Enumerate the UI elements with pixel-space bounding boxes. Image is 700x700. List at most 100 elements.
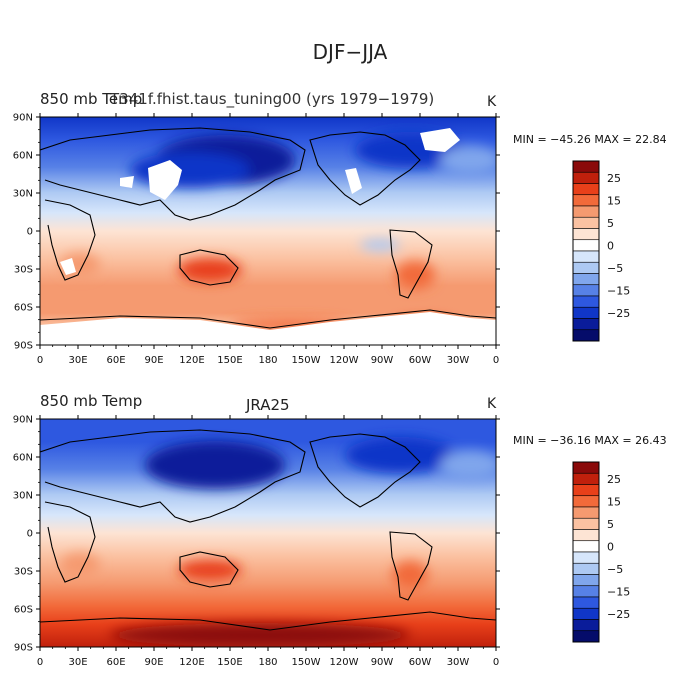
figure-title: DJF−JJA bbox=[312, 40, 388, 64]
lat-label: 30N bbox=[13, 491, 33, 502]
colorbar-swatch bbox=[572, 160, 600, 173]
lon-label: 90E bbox=[144, 355, 163, 366]
panel2-left-title: 850 mb Temp bbox=[40, 392, 143, 410]
lon-label: 60W bbox=[409, 657, 432, 668]
lon-label: 120W bbox=[330, 355, 359, 366]
colorbar-label: 0 bbox=[607, 239, 614, 252]
colorbar-swatch bbox=[572, 495, 600, 508]
lon-label: 0 bbox=[493, 355, 499, 366]
colorbar-frame bbox=[572, 461, 600, 643]
panel2-coastlines bbox=[40, 429, 496, 631]
colorbar-swatch bbox=[572, 472, 600, 485]
colorbar-frame bbox=[572, 160, 600, 342]
colorbar-swatch bbox=[572, 239, 600, 252]
lon-label: 120W bbox=[330, 657, 359, 668]
colorbar-swatch bbox=[572, 183, 600, 196]
lat-label: 30S bbox=[14, 567, 33, 578]
colorbar-swatch bbox=[572, 306, 600, 319]
colorbar-swatch bbox=[572, 228, 600, 241]
panel2-field bbox=[40, 419, 496, 647]
lat-label: 90N bbox=[13, 113, 33, 124]
colorbar-swatch bbox=[572, 329, 600, 342]
colorbar-swatch bbox=[572, 295, 600, 308]
lon-label: 120E bbox=[179, 355, 204, 366]
lon-label: 30E bbox=[68, 657, 87, 668]
colorbar-label: −25 bbox=[607, 608, 630, 621]
colorbar-label: 25 bbox=[607, 172, 621, 185]
colorbar-swatch bbox=[572, 551, 600, 564]
colorbar-swatch bbox=[572, 562, 600, 575]
colorbar-label: 5 bbox=[607, 217, 614, 230]
lat-label: 60N bbox=[13, 453, 33, 464]
colorbar-label: −25 bbox=[607, 307, 630, 320]
lat-label: 60S bbox=[14, 605, 33, 616]
lon-label: 150W bbox=[292, 657, 321, 668]
colorbar-swatch bbox=[572, 250, 600, 263]
panel1-field bbox=[40, 117, 496, 345]
lon-label: 0 bbox=[493, 657, 499, 668]
colorbar-swatch bbox=[572, 461, 600, 474]
colorbar-swatch bbox=[572, 574, 600, 587]
colorbar-label: 5 bbox=[607, 518, 614, 531]
panel1-stats: MIN = −45.26 MAX = 22.84 bbox=[513, 133, 667, 146]
lat-label: 90S bbox=[14, 643, 33, 654]
lon-label: 30W bbox=[447, 355, 470, 366]
lon-label: 0 bbox=[37, 657, 43, 668]
colorbar-label: 15 bbox=[607, 495, 621, 508]
colorbar-label: −5 bbox=[607, 262, 623, 275]
colorbar-swatch bbox=[572, 529, 600, 542]
lon-label: 0 bbox=[37, 355, 43, 366]
panel1-coastlines bbox=[40, 127, 496, 329]
colorbar-swatch bbox=[572, 261, 600, 274]
colorbar-label: −15 bbox=[607, 585, 630, 598]
lat-label: 30N bbox=[13, 189, 33, 200]
colorbar-swatch bbox=[572, 630, 600, 643]
colorbar-label: 0 bbox=[607, 540, 614, 553]
lon-label: 90W bbox=[371, 355, 394, 366]
colorbar-swatch bbox=[572, 585, 600, 598]
colorbar-swatch bbox=[572, 596, 600, 609]
lon-label: 30E bbox=[68, 355, 87, 366]
colorbar-swatch bbox=[572, 540, 600, 553]
colorbar-swatch bbox=[572, 318, 600, 331]
panel1-center-title: T341f.fhist.taus_tuning00 (yrs 1979−1979… bbox=[110, 90, 435, 108]
lat-label: 0 bbox=[27, 529, 33, 540]
lon-label: 180 bbox=[258, 355, 277, 366]
colorbar-label: 25 bbox=[607, 473, 621, 486]
panel1-units: K bbox=[487, 94, 497, 110]
colorbar-swatch bbox=[572, 619, 600, 632]
colorbar-label: 15 bbox=[607, 194, 621, 207]
colorbar-swatch bbox=[572, 517, 600, 530]
lon-label: 60W bbox=[409, 355, 432, 366]
panel2-center-title: JRA25 bbox=[246, 396, 290, 414]
lon-label: 120E bbox=[179, 657, 204, 668]
lon-label: 90E bbox=[144, 657, 163, 668]
lon-label: 150E bbox=[217, 657, 242, 668]
lon-label: 150E bbox=[217, 355, 242, 366]
lat-label: 30S bbox=[14, 265, 33, 276]
colorbar-swatch bbox=[572, 284, 600, 297]
lat-label: 90N bbox=[13, 415, 33, 426]
colorbar-swatch bbox=[572, 194, 600, 207]
panel2-units: K bbox=[487, 396, 497, 412]
lat-label: 60N bbox=[13, 151, 33, 162]
lon-label: 90W bbox=[371, 657, 394, 668]
colorbar-swatch bbox=[572, 205, 600, 218]
lat-label: 60S bbox=[14, 303, 33, 314]
colorbar-swatch bbox=[572, 484, 600, 497]
colorbar-label: −15 bbox=[607, 284, 630, 297]
colorbar-swatch bbox=[572, 273, 600, 286]
colorbar-swatch bbox=[572, 607, 600, 620]
lon-label: 30W bbox=[447, 657, 470, 668]
colorbar-swatch bbox=[572, 171, 600, 184]
lat-label: 0 bbox=[27, 227, 33, 238]
colorbar-swatch bbox=[572, 216, 600, 229]
lon-label: 60E bbox=[106, 657, 125, 668]
colorbar-swatch bbox=[572, 506, 600, 519]
colorbar-label: −5 bbox=[607, 563, 623, 576]
lat-label: 90S bbox=[14, 341, 33, 352]
lon-label: 180 bbox=[258, 657, 277, 668]
lon-label: 150W bbox=[292, 355, 321, 366]
panel2-stats: MIN = −36.16 MAX = 26.43 bbox=[513, 434, 667, 447]
